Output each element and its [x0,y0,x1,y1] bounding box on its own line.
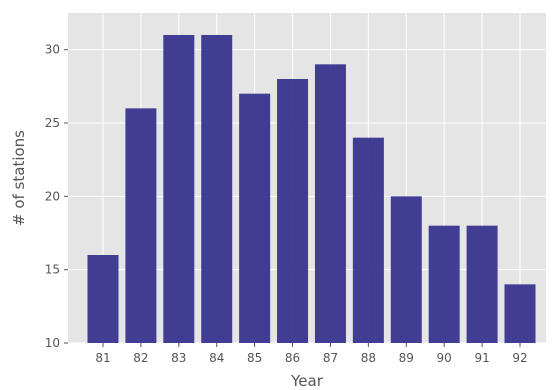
bar-91 [466,225,498,343]
x-tick-label: 86 [285,351,300,365]
y-axis-ticks: 10 15 20 25 30 [45,43,68,350]
bar-92 [504,284,536,343]
bar-85 [239,93,271,344]
x-tick-label: 81 [95,351,110,365]
x-tick-label: 82 [133,351,148,365]
x-tick-label: 88 [361,351,376,365]
x-tick-label: 87 [323,351,338,365]
x-tick-label: 84 [209,351,224,365]
y-tick-label: 20 [45,189,60,203]
y-axis-label: # of stations [10,130,28,226]
bar-87 [314,64,346,343]
x-tick-label: 90 [437,351,452,365]
x-axis-ticks: 81 82 83 84 85 86 87 88 89 90 91 92 [95,343,528,365]
x-tick-label: 92 [512,351,527,365]
x-tick-label: 89 [399,351,414,365]
x-tick-label: 83 [171,351,186,365]
bar-89 [390,196,422,343]
bar-88 [352,137,384,343]
bar-86 [277,79,309,343]
bar-82 [125,108,157,343]
x-tick-label: 85 [247,351,262,365]
y-tick-label: 30 [45,43,60,57]
bar-90 [428,225,460,343]
bar-81 [87,255,119,343]
x-tick-label: 91 [474,351,489,365]
x-axis-label: Year [290,372,324,390]
y-tick-label: 25 [45,116,60,130]
bar-84 [201,35,233,343]
bars [87,35,536,344]
y-tick-label: 10 [45,336,60,350]
bar-83 [163,35,195,343]
y-tick-label: 15 [45,263,60,277]
